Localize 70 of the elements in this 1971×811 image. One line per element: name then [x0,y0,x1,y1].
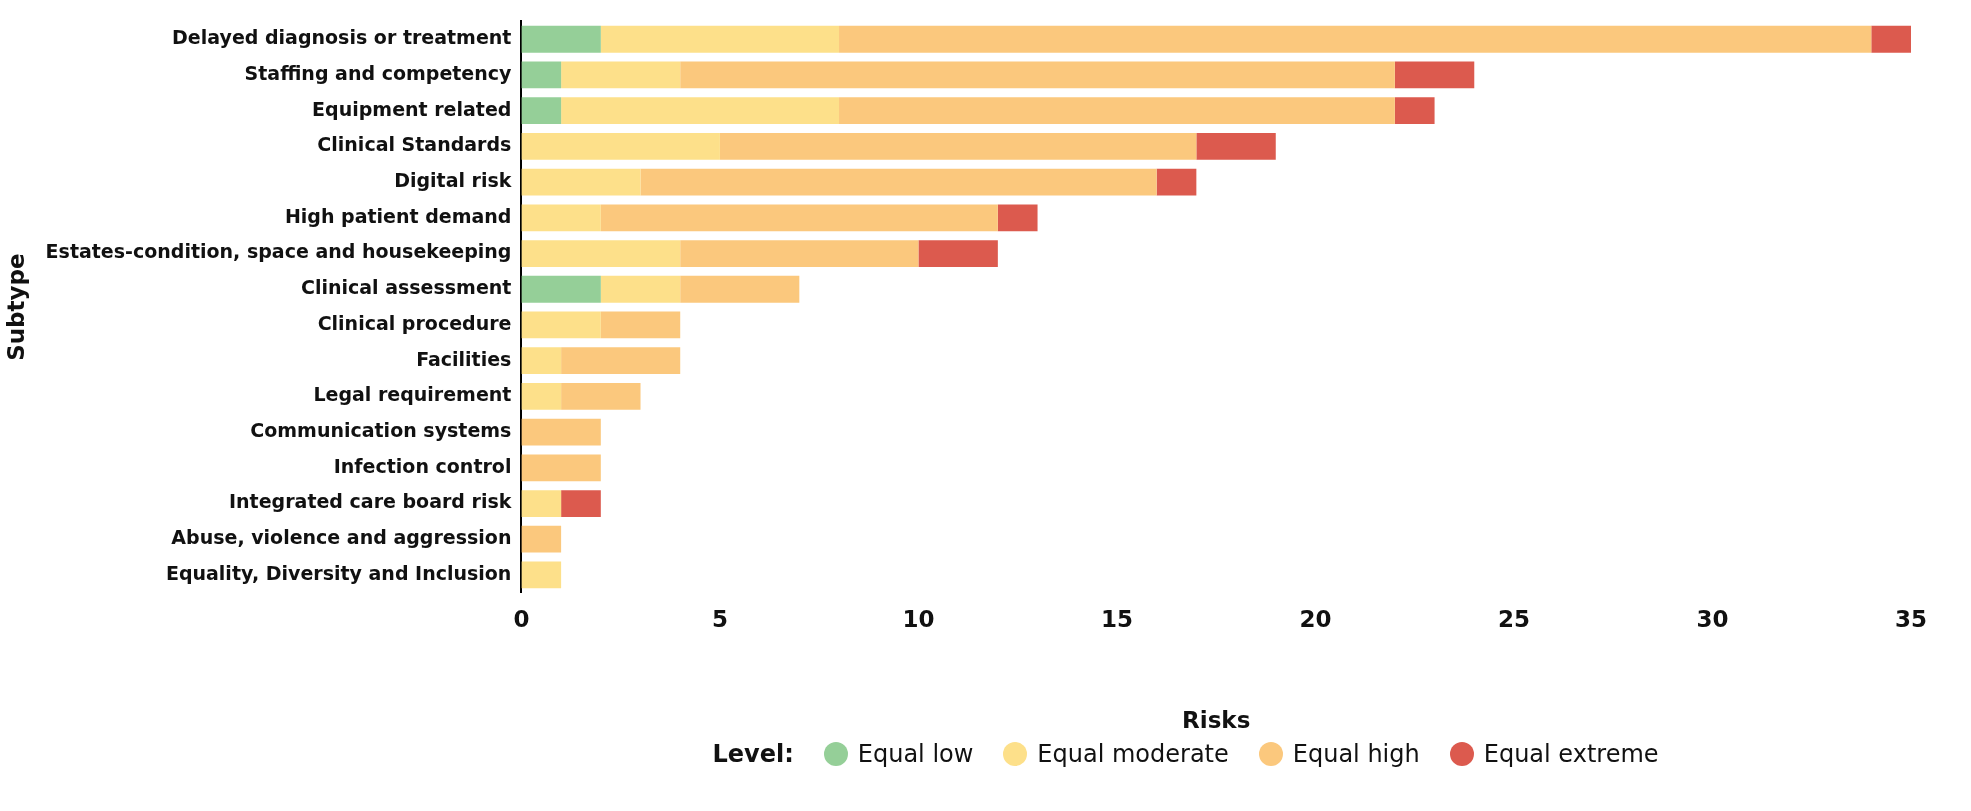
bar [1394,97,1435,125]
bar [680,275,800,303]
bar [521,561,562,589]
bar [521,25,601,53]
y-tick-label: Abuse, violence and aggression [171,526,512,549]
bar [1156,168,1197,196]
y-tick-label: Clinical procedure [317,311,512,334]
bar [561,97,840,125]
y-tick-label: Integrated care board risk [229,490,512,513]
legend-label: Equal moderate [1037,740,1229,768]
bar [561,382,641,410]
legend-label: Equal extreme [1483,740,1659,768]
x-tick-label: 35 [1894,605,1928,632]
bar [521,204,601,232]
bar [997,204,1038,232]
bar [521,311,601,339]
x-tick-label: 10 [902,605,935,632]
x-tick-label: 5 [711,605,728,632]
bar [521,454,601,482]
bar [600,25,840,53]
y-tick-label: Staffing and competency [244,61,513,84]
legend-label: Equal low [857,740,974,768]
y-tick-label: Infection control [333,454,512,477]
bar [521,168,641,196]
bar [521,418,601,446]
bar [1394,61,1475,89]
bar [521,525,562,553]
x-tick-label: 30 [1696,605,1729,632]
x-tick-label: 0 [513,605,530,632]
y-tick-label: Clinical assessment [300,276,512,299]
x-tick-label: 20 [1299,605,1332,632]
y-tick-label: Clinical Standards [317,133,512,156]
y-tick-label: Communication systems [250,419,512,442]
bar [1871,25,1911,53]
bar [600,204,998,232]
y-tick-label: Equipment related [312,97,512,120]
bar [640,168,1157,196]
x-tick-label: 15 [1100,605,1133,632]
bar [839,25,1872,53]
bar [521,133,720,160]
bar [600,311,681,339]
y-tick-label: Equality, Diversity and Inclusion [165,561,512,584]
bar [719,133,1197,160]
bar [918,240,998,267]
y-tick-label: Delayed diagnosis or treatment [172,26,512,49]
legend-title: Level: [712,740,794,768]
bar [839,97,1395,125]
y-tick-label: Estates-condition, space and housekeeping [45,240,512,263]
bar [561,490,601,517]
bar [521,61,562,89]
y-tick-label: Digital risk [394,169,512,192]
bar [680,61,1395,89]
legend-label: Equal high [1292,740,1420,768]
y-tick-label: Legal requirement [313,383,512,406]
bar [521,240,681,267]
x-tick-label: 25 [1497,605,1530,632]
bar [680,240,919,267]
bar [561,61,681,89]
bar [521,347,562,375]
y-axis-title: Subtype [2,253,29,361]
y-tick-label: Facilities [416,347,512,370]
x-axis-title: Risks [1182,707,1251,734]
bar [521,382,562,410]
bar [561,347,681,375]
bar [521,490,562,517]
y-tick-label: High patient demand [284,204,512,227]
bar [521,275,601,303]
bar [1196,133,1276,160]
bar [600,275,681,303]
bar [521,97,562,125]
